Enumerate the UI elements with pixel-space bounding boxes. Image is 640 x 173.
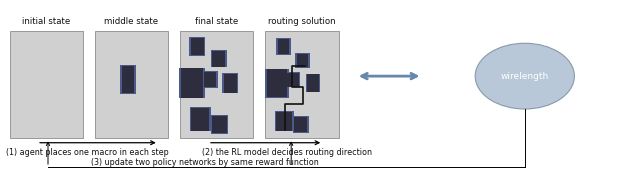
Bar bbox=[211, 50, 227, 67]
Bar bbox=[265, 69, 289, 98]
Bar bbox=[122, 66, 134, 93]
Bar bbox=[224, 74, 237, 93]
Bar bbox=[204, 72, 216, 87]
Text: initial state: initial state bbox=[22, 17, 70, 26]
Bar bbox=[191, 108, 209, 131]
Bar bbox=[189, 107, 211, 131]
Bar bbox=[212, 116, 227, 133]
Bar bbox=[294, 117, 307, 132]
Bar bbox=[276, 38, 291, 55]
Text: (1) agent places one macro in each step: (1) agent places one macro in each step bbox=[6, 148, 169, 157]
Bar bbox=[275, 111, 294, 131]
Bar bbox=[202, 71, 218, 88]
Text: wirelength: wirelength bbox=[500, 72, 549, 81]
Bar bbox=[295, 53, 310, 68]
Text: routing solution: routing solution bbox=[268, 17, 335, 26]
Bar bbox=[179, 68, 205, 98]
Bar bbox=[287, 73, 299, 86]
Text: (3) update two policy networks by same reward function: (3) update two policy networks by same r… bbox=[91, 158, 319, 167]
Bar bbox=[211, 115, 228, 134]
Bar bbox=[120, 65, 136, 94]
Bar bbox=[223, 73, 238, 93]
Bar bbox=[306, 74, 320, 92]
Text: middle state: middle state bbox=[104, 17, 159, 26]
Bar bbox=[292, 116, 308, 133]
Bar bbox=[191, 38, 204, 55]
Bar bbox=[307, 74, 319, 92]
Bar bbox=[285, 72, 301, 87]
Ellipse shape bbox=[475, 43, 575, 109]
Bar bbox=[95, 31, 168, 138]
Bar bbox=[278, 39, 289, 54]
Bar bbox=[212, 51, 225, 67]
Text: (2) the RL model decides routing direction: (2) the RL model decides routing directi… bbox=[202, 148, 372, 157]
Bar bbox=[276, 112, 292, 131]
Bar bbox=[180, 31, 253, 138]
Bar bbox=[189, 37, 205, 56]
Bar bbox=[267, 69, 287, 97]
Bar bbox=[180, 68, 204, 98]
Bar bbox=[297, 54, 308, 67]
Bar bbox=[265, 31, 339, 138]
Text: final state: final state bbox=[195, 17, 238, 26]
Bar bbox=[10, 31, 83, 138]
